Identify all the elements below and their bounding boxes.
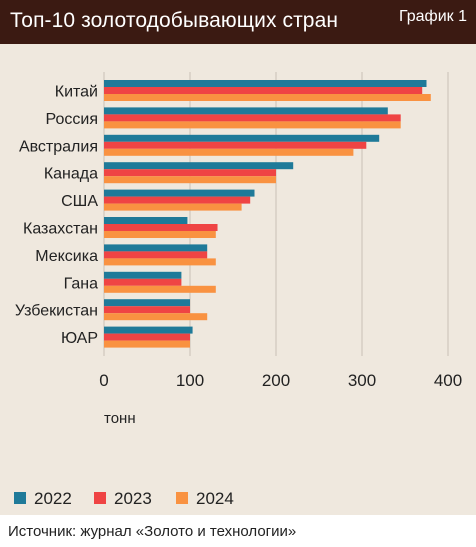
bar-2022 (104, 244, 208, 252)
bar-2024 (104, 285, 216, 293)
bar-2024 (104, 340, 190, 348)
bar-2024 (104, 176, 276, 184)
bar-chart: 0 100 200 300 400 тонн Китай Россия Австралия Кан… (14, 72, 462, 508)
category-label: Узбекистан (15, 303, 98, 320)
bar-2023 (104, 196, 251, 204)
bar-2023 (104, 169, 276, 177)
legend-label: 2023 (114, 489, 152, 508)
bar-2022 (104, 326, 193, 334)
x-tick-label: 100 (176, 371, 204, 390)
category-label: ЮАР (61, 330, 98, 347)
bar-2023 (104, 333, 190, 341)
category-label: США (61, 193, 98, 210)
bar-2022 (104, 271, 182, 279)
category-label: Мексика (35, 248, 98, 265)
bar-2022 (104, 299, 190, 307)
source-text: Источник: журнал «Золото и технологии» (8, 523, 297, 540)
category-label: Казахстан (23, 221, 98, 238)
bar-2022 (104, 134, 380, 142)
category-label: Китай (55, 84, 98, 101)
category-label: Канада (44, 166, 98, 183)
x-tick-label: 300 (348, 371, 376, 390)
bar-2023 (104, 141, 367, 149)
legend-swatch-2023 (94, 492, 106, 504)
x-tick-label: 200 (262, 371, 290, 390)
category-label: Гана (64, 275, 99, 292)
bar-2023 (104, 114, 401, 122)
bar-2024 (104, 94, 431, 101)
bar-2023 (104, 87, 423, 94)
chart-number-badge: График 1 (398, 8, 467, 25)
chart-title: Топ-10 золотодобывающих стран (10, 9, 339, 32)
legend-swatch-2022 (14, 492, 26, 504)
bar-2022 (104, 162, 294, 170)
source-footer: Источник: журнал «Золото и технологии» (0, 515, 476, 547)
bar-2023 (104, 251, 208, 259)
bar-2022 (104, 189, 255, 197)
category-label: Россия (46, 111, 98, 128)
legend-label: 2024 (196, 489, 234, 508)
legend-swatch-2024 (176, 492, 188, 504)
x-tick-label: 0 (99, 371, 108, 390)
bar-2024 (104, 121, 401, 129)
bar-2024 (104, 231, 216, 238)
bar-2022 (104, 80, 427, 87)
bar-2022 (104, 107, 388, 115)
legend-label: 2022 (34, 489, 72, 508)
category-label: Австралия (19, 138, 98, 155)
chart-header: Топ-10 золотодобывающих стран График 1 (0, 0, 476, 44)
bar-2023 (104, 306, 190, 314)
bar-2023 (104, 224, 218, 231)
bar-2022 (104, 217, 188, 224)
bar-2024 (104, 258, 216, 266)
bar-2024 (104, 313, 208, 321)
bar-2023 (104, 278, 182, 286)
bar-2024 (104, 203, 242, 211)
bar-2024 (104, 148, 354, 156)
x-axis-label: тонн (104, 410, 136, 427)
x-tick-label: 400 (434, 371, 462, 390)
